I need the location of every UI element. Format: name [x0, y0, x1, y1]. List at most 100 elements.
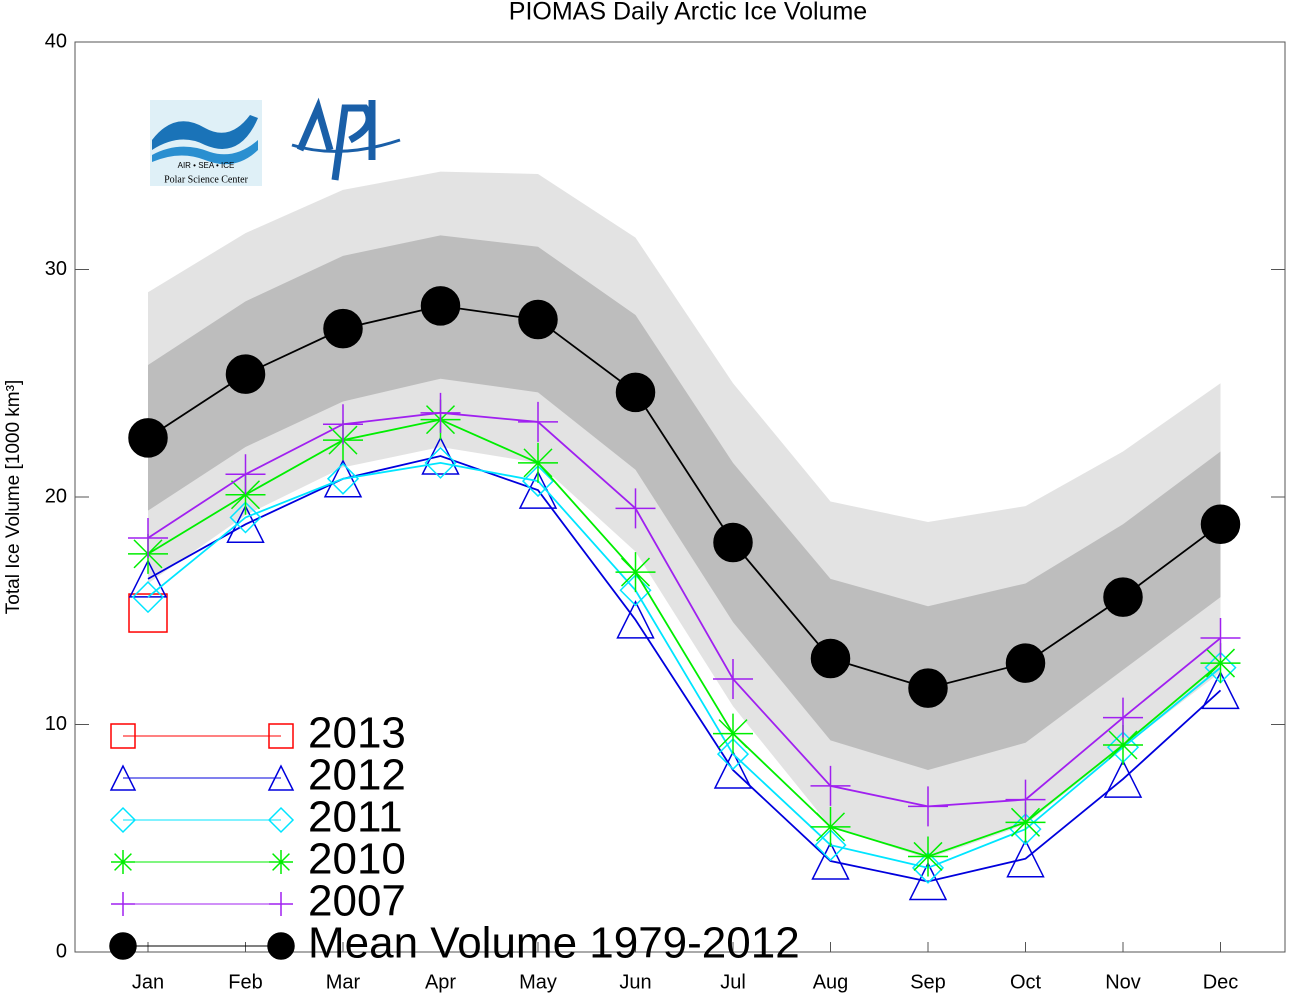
x-tick-label: Dec: [1203, 971, 1239, 993]
marker: [225, 474, 266, 515]
marker: [518, 442, 558, 483]
marker: [424, 446, 457, 479]
marker: [110, 723, 136, 749]
marker: [810, 765, 851, 806]
chart-title: PIOMAS Daily Arctic Ice Volume: [509, 0, 867, 26]
x-tick-label: Sep: [910, 971, 946, 993]
y-tick-label: 0: [56, 940, 67, 962]
marker: [420, 286, 461, 326]
marker: [131, 581, 165, 614]
marker: [1005, 643, 1046, 683]
marker: [326, 462, 360, 495]
marker: [109, 764, 137, 791]
marker: [908, 668, 948, 708]
series: [131, 446, 1237, 884]
marker: [1200, 643, 1241, 684]
marker: [713, 713, 753, 754]
x-tick-label: Jun: [619, 971, 651, 993]
marker: [1201, 670, 1240, 710]
marker: [814, 829, 847, 862]
marker: [128, 418, 168, 458]
x-tick-label: Aug: [813, 971, 849, 993]
x-tick-label: Apr: [425, 971, 456, 993]
marker: [1009, 813, 1042, 846]
marker: [111, 850, 135, 874]
marker: [713, 522, 753, 563]
legend-label: 2013: [308, 709, 406, 758]
series: [128, 286, 1241, 708]
marker: [269, 892, 293, 916]
legend-label: 2010: [308, 835, 406, 884]
logo-shape: [291, 138, 401, 153]
marker: [109, 932, 137, 960]
x-tick-label: Jul: [720, 971, 746, 993]
marker: [1103, 577, 1143, 617]
marker: [1005, 779, 1046, 820]
x-tick-label: Mar: [326, 971, 361, 993]
marker: [128, 517, 168, 558]
y-tick-label: 10: [45, 713, 67, 735]
legend-label: 2012: [308, 751, 406, 800]
marker: [1005, 802, 1046, 843]
marker: [908, 786, 948, 827]
x-tick-label: May: [519, 971, 557, 993]
logo-text: AIR • SEA • ICE: [178, 161, 235, 170]
series-line: [147, 418, 1222, 858]
logo-wave: [152, 115, 258, 150]
marker: [615, 488, 656, 529]
marker: [518, 299, 558, 340]
legend-label: Mean Volume 1979-2012: [308, 919, 800, 968]
marker: [323, 459, 363, 498]
marker: [323, 404, 363, 445]
psc-logo: AIR • SEA • ICE Polar Science Center: [150, 100, 262, 186]
marker: [269, 850, 293, 874]
marker: [911, 851, 945, 884]
series-line: [147, 461, 1222, 869]
marker: [810, 806, 851, 847]
series: [128, 436, 1240, 901]
x-tick-label: Nov: [1105, 971, 1141, 993]
marker: [811, 841, 850, 880]
logo-wave: [152, 140, 258, 165]
y-axis-label: Total Ice Volume [1000 km³]: [3, 380, 24, 614]
marker: [1103, 724, 1143, 765]
marker: [908, 836, 948, 877]
x-tick-label: Oct: [1010, 971, 1042, 993]
marker: [521, 465, 555, 498]
marker: [908, 861, 948, 901]
marker: [225, 454, 266, 495]
marker: [615, 372, 656, 413]
marker: [268, 723, 294, 749]
series-line: [147, 411, 1222, 808]
series-line: [147, 455, 1222, 883]
marker: [810, 638, 851, 679]
marker: [716, 738, 750, 771]
x-tick-label: Jan: [132, 971, 164, 993]
marker: [128, 593, 168, 633]
x-tick-label: Feb: [228, 971, 262, 993]
apl-logo: [291, 97, 401, 181]
marker: [229, 501, 262, 534]
marker: [619, 574, 652, 607]
marker: [1103, 697, 1143, 738]
marker: [1200, 618, 1241, 659]
marker: [420, 392, 461, 433]
logo-text: Polar Science Center: [164, 174, 249, 185]
y-tick-label: 30: [45, 258, 67, 280]
marker: [109, 806, 137, 834]
marker: [267, 764, 295, 791]
logo-shape: [296, 97, 334, 152]
y-tick-label: 20: [45, 485, 67, 507]
marker: [225, 354, 266, 394]
series: [128, 593, 168, 633]
marker: [1103, 759, 1143, 798]
marker: [267, 806, 295, 834]
sd-band: [148, 235, 1221, 770]
marker: [518, 401, 558, 442]
marker: [1006, 839, 1045, 878]
marker: [713, 659, 753, 699]
logo-shape: [331, 104, 373, 181]
legend-label: 2007: [308, 877, 406, 926]
